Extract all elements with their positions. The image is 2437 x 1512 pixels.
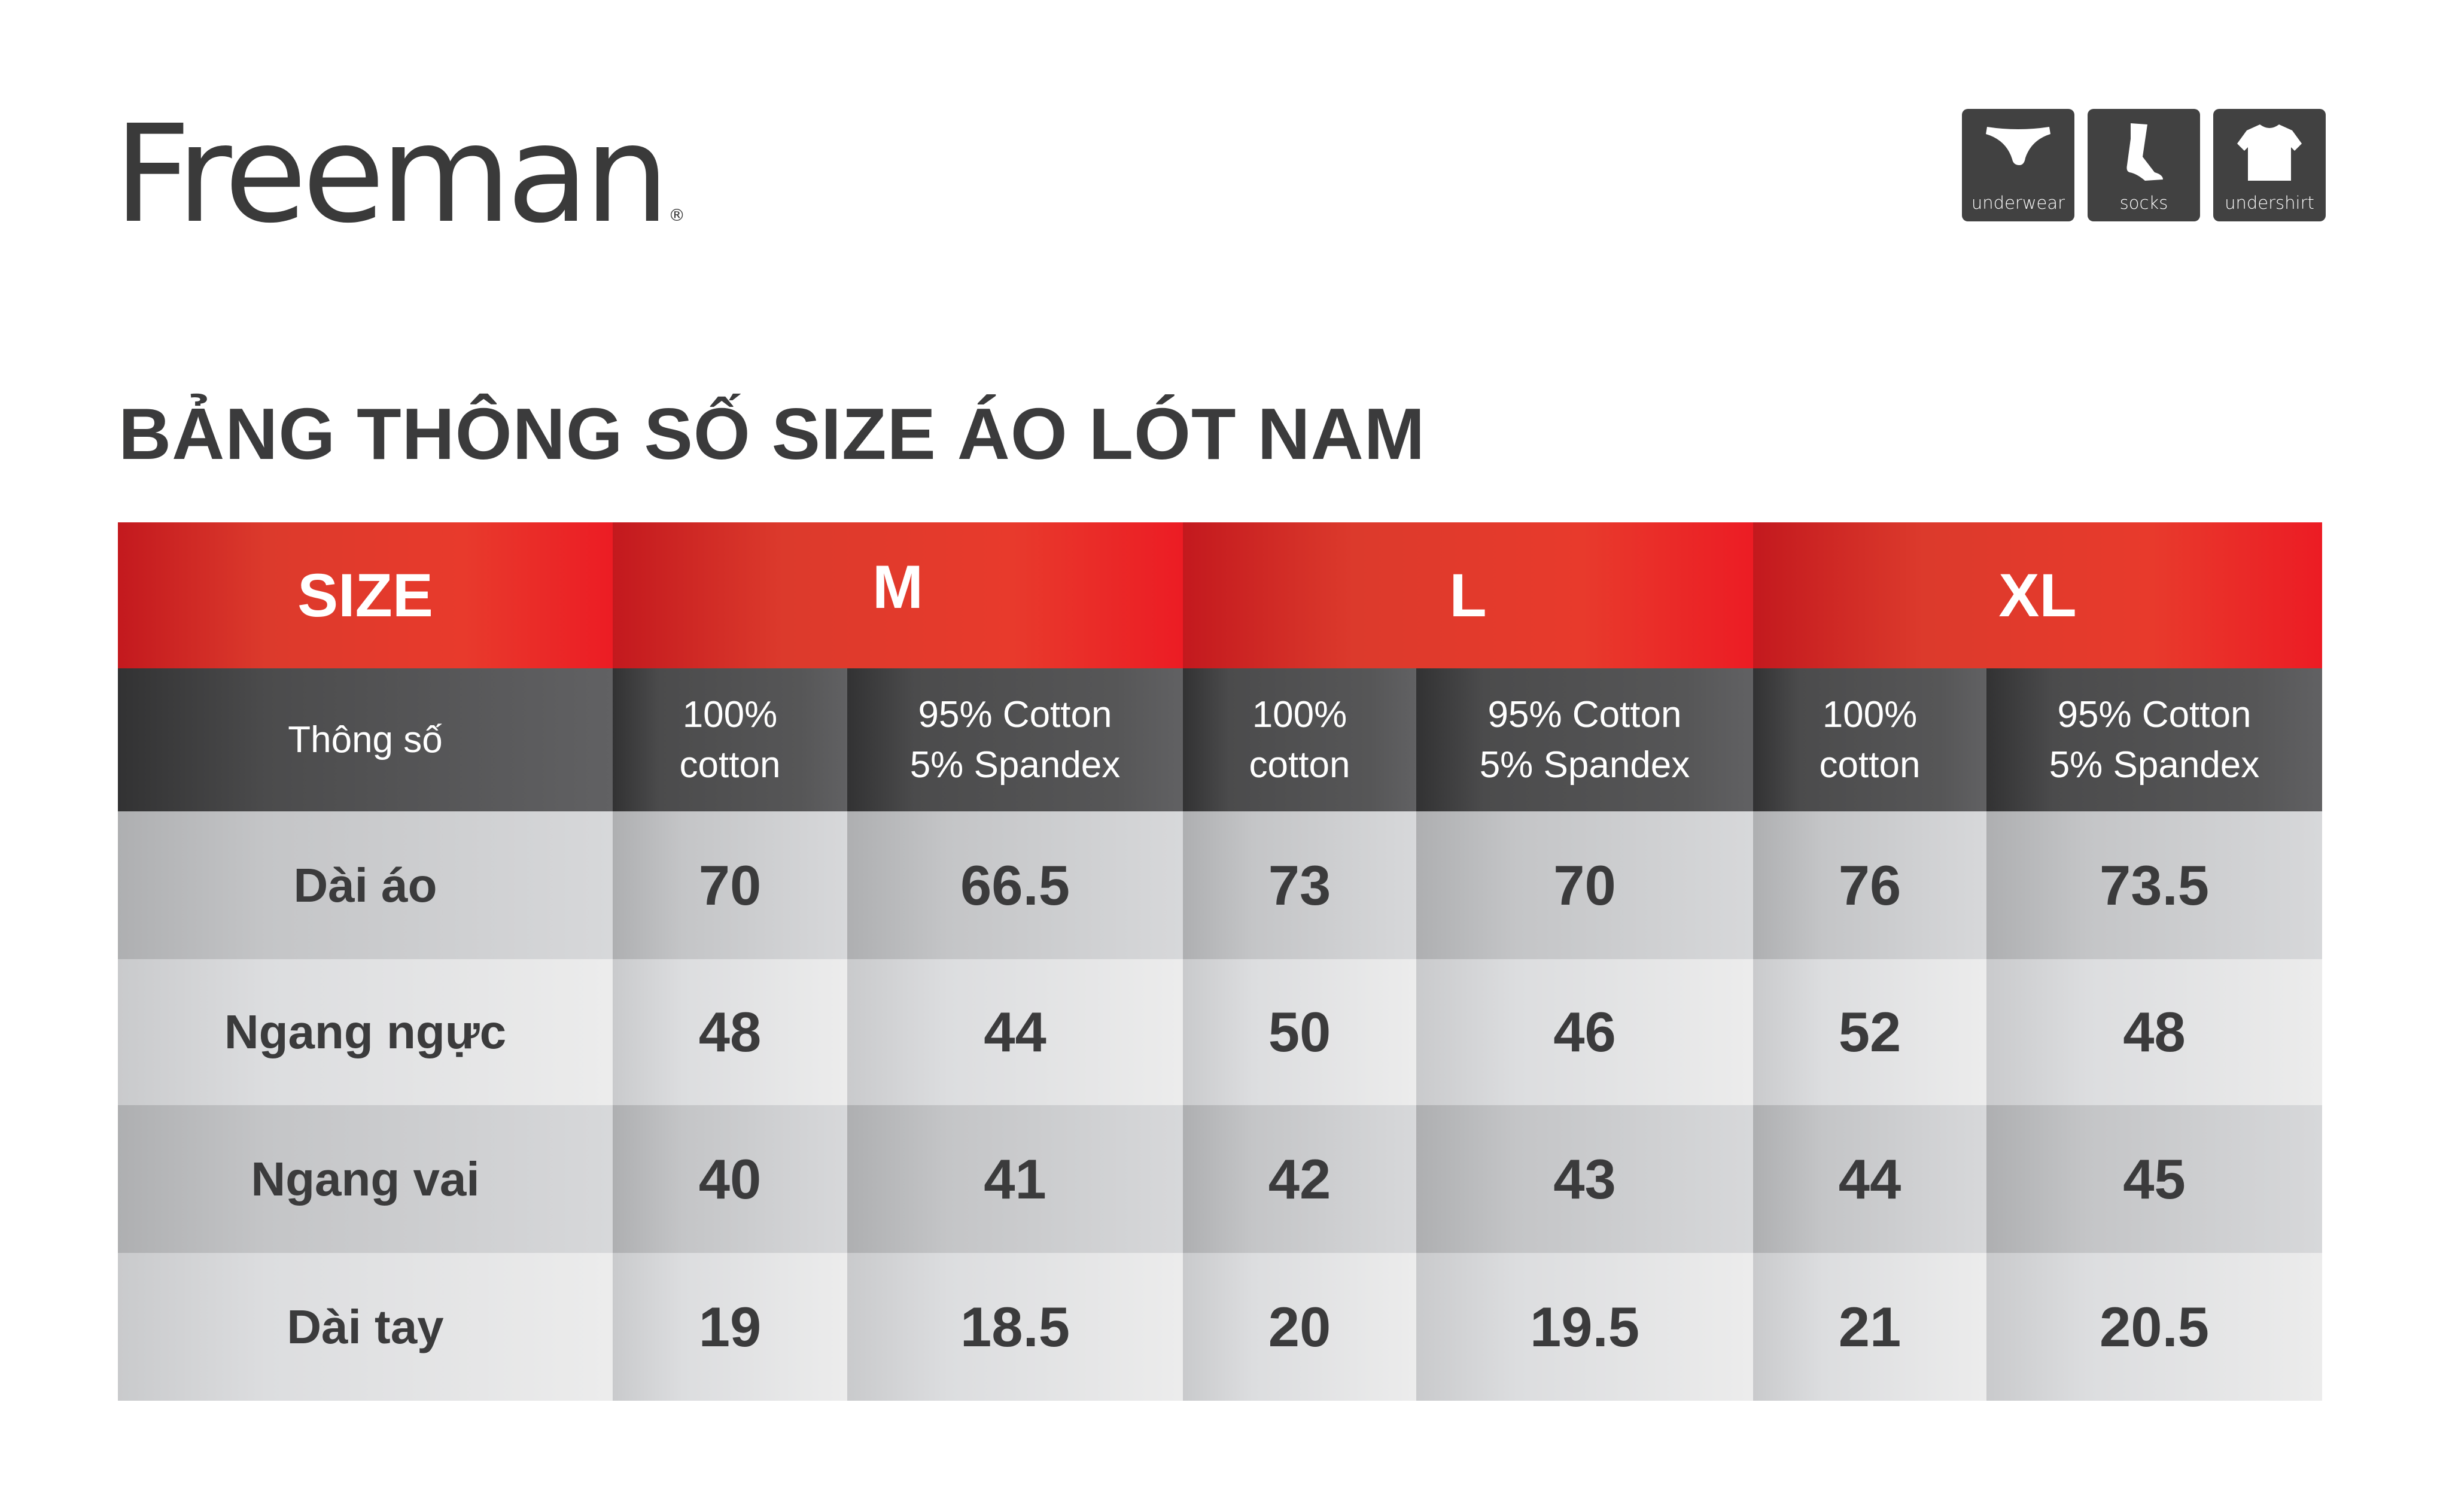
material-header: 95% Cotton 5% Spandex [847,668,1183,811]
table-cell: 40 [613,1105,847,1253]
category-icons: underwear socks undershirt [1962,109,2326,221]
table-cell: 48 [1986,959,2322,1105]
table-cell: 45 [1986,1105,2322,1253]
material-line: cotton [1249,744,1350,786]
material-line: cotton [1819,744,1921,786]
size-table: SIZE M L XL Thông số 100% cotton 95% Cott… [118,522,2322,1401]
table-cell: 48 [613,959,847,1105]
logo-text: Freeman [114,96,670,253]
table-cell: 52 [1753,959,1986,1105]
table-cell: 70 [1416,811,1753,959]
table-cell: 18.5 [847,1253,1183,1401]
table-cell: 73.5 [1986,811,2322,959]
table-cell: 20.5 [1986,1253,2322,1401]
table-cell: 46 [1416,959,1753,1105]
socks-icon [2126,123,2163,181]
material-line: 5% Spandex [2049,744,2260,786]
material-header: 100% cotton [1183,668,1416,811]
underwear-icon [1986,127,2050,165]
table-cell: 73 [1183,811,1416,959]
material-header: 95% Cotton 5% Spandex [1986,668,2322,811]
material-line: 95% Cotton [918,693,1112,735]
size-m-header: M [613,522,1183,668]
material-line: 95% Cotton [1487,693,1682,735]
table-cell: 19.5 [1416,1253,1753,1401]
category-underwear: underwear [1962,109,2074,221]
row-label: Ngang ngực [118,959,613,1105]
table-cell: 41 [847,1105,1183,1253]
row-label: Ngang vai [118,1105,613,1253]
material-header: 100% cotton [613,668,847,811]
spec-header: Thông số [118,668,613,811]
size-l-header: L [1183,522,1753,668]
material-line: 100% [682,693,778,735]
table-cell: 50 [1183,959,1416,1105]
category-label: underwear [1971,193,2065,213]
table-cell: 43 [1416,1105,1753,1253]
undershirt-icon [2237,124,2302,181]
freeman-logo: Freeman ® [114,108,685,242]
category-label: undershirt [2225,193,2314,213]
category-undershirt: undershirt [2213,109,2326,221]
table-cell: 19 [613,1253,847,1401]
row-label: Dài áo [118,811,613,959]
size-header: SIZE [118,522,613,668]
size-xl-header: XL [1753,522,2322,668]
material-line: 95% Cotton [2057,693,2252,735]
table-cell: 44 [847,959,1183,1105]
table-cell: 21 [1753,1253,1986,1401]
material-line: 100% [1252,693,1347,735]
material-line: 5% Spandex [909,744,1121,786]
page-title: BẢNG THÔNG SỐ SIZE ÁO LÓT NAM [118,393,1426,474]
table-cell: 20 [1183,1253,1416,1401]
material-header: 100% cotton [1753,668,1986,811]
table-cell: 44 [1753,1105,1986,1253]
material-line: 100% [1822,693,1918,735]
table-cell: 66.5 [847,811,1183,959]
material-line: cotton [679,744,781,786]
row-label: Dài tay [118,1253,613,1401]
material-line: 5% Spandex [1479,744,1690,786]
category-socks: socks [2088,109,2200,221]
table-cell: 76 [1753,811,1986,959]
material-header: 95% Cotton 5% Spandex [1416,668,1753,811]
category-label: socks [2119,193,2168,213]
registered-mark: ® [668,205,686,225]
table-cell: 42 [1183,1105,1416,1253]
table-cell: 70 [613,811,847,959]
